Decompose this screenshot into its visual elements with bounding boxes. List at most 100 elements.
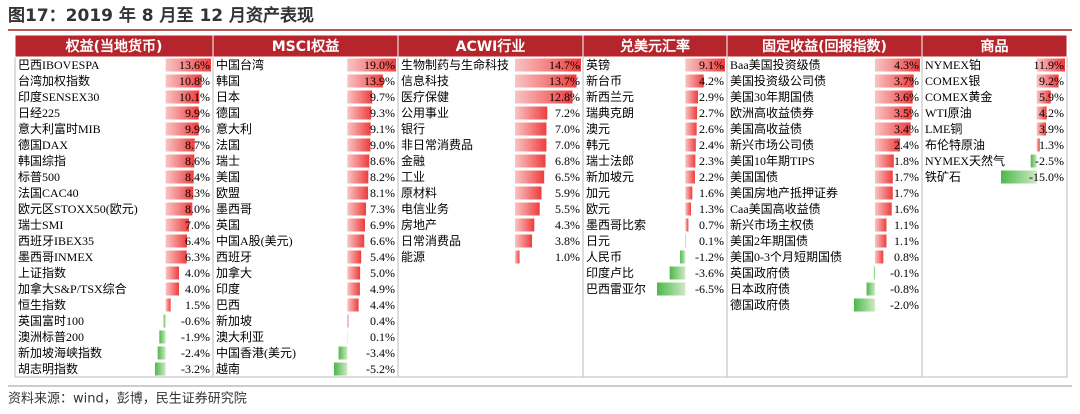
row-name: 布伦特原油 (925, 137, 985, 152)
positive-bar (165, 234, 187, 248)
row-name: 中国A股(美元) (216, 233, 293, 248)
row-value: 2.7% (699, 106, 724, 120)
row-name: 台湾加权指数 (18, 73, 90, 88)
row-name: NYMEX铂 (925, 57, 981, 72)
row-name: 越南 (216, 361, 240, 376)
positive-bar (874, 234, 887, 248)
row-name: 印度 (216, 281, 240, 296)
row-name: 标普500 (18, 170, 60, 184)
row-value: -0.6% (181, 314, 210, 328)
row-value: 19.0% (364, 58, 395, 72)
row-value: 11.9% (1033, 58, 1064, 72)
row-name: 意大利 (216, 121, 252, 136)
column-header: 商品 (981, 38, 1009, 55)
row-name: 非日常消费品 (401, 138, 473, 152)
row-value: 8.6% (185, 154, 210, 168)
row-value: 6.3% (185, 250, 210, 264)
positive-bar (1036, 58, 1065, 72)
row-name: 西班牙 (216, 250, 252, 264)
row-name: 墨西哥比索 (586, 218, 646, 232)
row-value: -0.1% (890, 266, 919, 280)
row-name: 日常消费品 (401, 234, 461, 248)
row-value: 1.8% (894, 154, 919, 168)
row-name: 新兴市场公司债 (730, 137, 814, 152)
row-name: 日本政府债 (730, 281, 790, 296)
row-name: 英国政府债 (730, 265, 790, 280)
row-value: 2.2% (699, 170, 724, 184)
negative-bar (338, 346, 348, 360)
row-value: 9.0% (370, 138, 395, 152)
positive-bar (347, 122, 371, 136)
positive-bar (165, 106, 199, 120)
row-name: 法国 (216, 138, 240, 152)
row-name: 电信业务 (401, 201, 449, 216)
row-value: 13.9% (364, 74, 395, 88)
row-value: 13.7% (549, 74, 580, 88)
row-name: 上证指数 (18, 265, 66, 280)
row-value: -5.2% (366, 362, 395, 376)
row-name: 铁矿石 (925, 170, 961, 184)
positive-bar (874, 170, 893, 184)
column-header: 固定收益(回报指数) (762, 38, 887, 55)
row-value: 8.1% (370, 186, 395, 200)
positive-bar (347, 202, 367, 216)
negative-bar (680, 250, 686, 264)
row-value: 3.8% (555, 234, 580, 248)
positive-bar (515, 58, 581, 72)
row-value: 5.4% (370, 250, 395, 264)
positive-bar (874, 58, 920, 72)
column-header-bg (921, 34, 1068, 58)
row-name: 印度卢比 (586, 265, 634, 280)
column-header: MSCI权益 (272, 38, 340, 55)
row-value: 3.4% (894, 122, 919, 136)
positive-bar (165, 186, 194, 200)
row-value: 3.7% (894, 74, 919, 88)
row-name: 英镑 (586, 57, 610, 72)
row-name: 新兴市场主权债 (730, 217, 814, 232)
row-name: 澳洲标普200 (18, 330, 84, 344)
row-value: -3.6% (695, 266, 724, 280)
row-value: 2.4% (894, 138, 919, 152)
row-value: 4.3% (555, 218, 580, 232)
row-name: 瑞士法郎 (586, 154, 634, 168)
positive-bar (515, 186, 542, 200)
row-name: 美国2年期国债 (730, 234, 808, 248)
row-value: 0.1% (699, 234, 724, 248)
row-name: 中国台湾 (216, 57, 264, 72)
positive-bar (685, 218, 689, 232)
row-value: 8.3% (185, 186, 210, 200)
positive-bar (874, 202, 892, 216)
row-name: 工业 (401, 170, 425, 184)
positive-bar (347, 234, 365, 248)
row-name: WTI原油 (925, 106, 972, 120)
row-value: 4.0% (185, 282, 210, 296)
negative-bar (873, 266, 875, 280)
positive-bar (165, 154, 195, 168)
row-value: -2.0% (890, 298, 919, 312)
row-value: 1.1% (894, 218, 919, 232)
positive-bar (165, 74, 202, 88)
positive-bar (515, 138, 547, 152)
row-value: 7.3% (370, 202, 395, 216)
negative-bar (1001, 170, 1037, 184)
negative-bar (854, 298, 875, 312)
row-value: 1.3% (699, 202, 724, 216)
row-name: 法国CAC40 (18, 186, 79, 200)
row-name: 能源 (401, 250, 425, 264)
row-value: 6.9% (370, 218, 395, 232)
positive-bar (515, 122, 547, 136)
negative-bar (1030, 154, 1037, 168)
row-value: -0.8% (890, 282, 919, 296)
row-name: 印度SENSEX30 (18, 89, 99, 104)
row-name: COMEX黄金 (925, 89, 992, 104)
row-name: 日经225 (18, 106, 60, 120)
row-name: LME铜 (925, 121, 962, 136)
positive-bar (874, 186, 893, 200)
positive-bar (515, 234, 533, 248)
row-value: 7.0% (555, 138, 580, 152)
row-value: 4.3% (894, 58, 919, 72)
row-name: Baa美国投资级债 (730, 57, 821, 72)
positive-bar (874, 90, 913, 104)
row-name: 巴西IBOVESPA (18, 58, 100, 72)
row-name: 加元 (586, 186, 610, 200)
